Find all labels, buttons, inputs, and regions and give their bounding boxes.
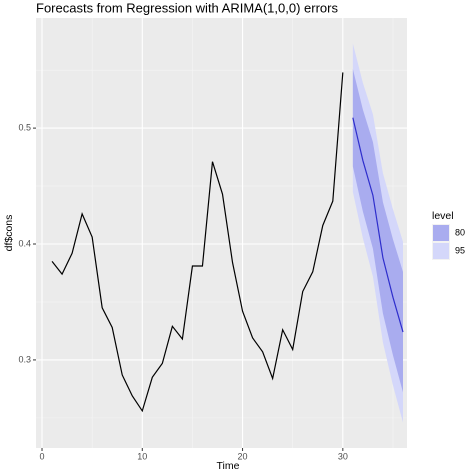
x-tick-label: 0 — [40, 451, 45, 461]
forecast-line — [352, 117, 404, 333]
chart-title: Forecasts from Regression with ARIMA(1,0… — [36, 0, 338, 15]
legend-title: level — [432, 210, 454, 222]
y-tick-label: 0.5 — [18, 122, 31, 132]
legend-label: 95 — [455, 245, 465, 255]
plot-panel — [36, 18, 407, 448]
x-tick-label: 30 — [338, 451, 348, 461]
legend-label: 80 — [455, 227, 465, 237]
x-axis-label: Time — [217, 460, 240, 472]
x-tick-label: 10 — [137, 451, 147, 461]
legend-key — [433, 225, 449, 241]
y-tick-label: 0.4 — [18, 238, 31, 248]
legend-key — [433, 243, 449, 259]
observed-line — [51, 72, 344, 413]
y-axis-label: df$cons — [3, 215, 15, 252]
interval-band — [352, 68, 403, 393]
x-tick-label: 20 — [238, 451, 248, 461]
y-tick-label: 0.3 — [18, 354, 31, 364]
